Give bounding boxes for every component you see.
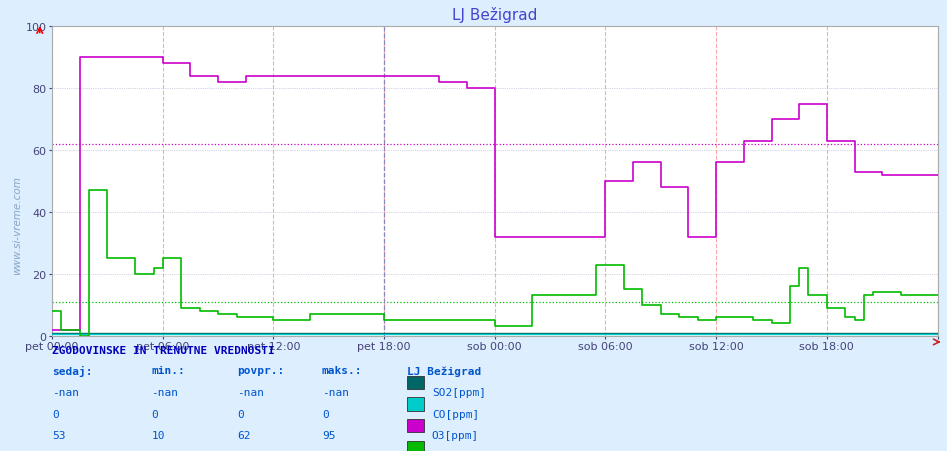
Text: LJ Bežigrad: LJ Bežigrad [407, 365, 481, 376]
Text: -nan: -nan [322, 387, 349, 397]
Text: 53: 53 [52, 430, 65, 440]
Text: maks.:: maks.: [322, 365, 363, 375]
Text: O3[ppm]: O3[ppm] [432, 430, 479, 440]
Text: 62: 62 [237, 430, 250, 440]
Text: -nan: -nan [237, 387, 264, 397]
Text: 10: 10 [152, 430, 165, 440]
Text: sedaj:: sedaj: [52, 365, 93, 376]
Text: 0: 0 [152, 409, 158, 419]
Text: www.si-vreme.com: www.si-vreme.com [12, 176, 22, 275]
Text: ZGODOVINSKE IN TRENUTNE VREDNOSTI: ZGODOVINSKE IN TRENUTNE VREDNOSTI [52, 345, 275, 355]
Text: -nan: -nan [52, 387, 80, 397]
Text: 95: 95 [322, 430, 335, 440]
Title: LJ Bežigrad: LJ Bežigrad [452, 7, 538, 23]
Text: min.:: min.: [152, 365, 186, 375]
Text: 0: 0 [237, 409, 243, 419]
Text: CO[ppm]: CO[ppm] [432, 409, 479, 419]
Text: povpr.:: povpr.: [237, 365, 284, 375]
Text: -nan: -nan [152, 387, 179, 397]
Text: SO2[ppm]: SO2[ppm] [432, 387, 486, 397]
Text: 0: 0 [52, 409, 59, 419]
Text: 0: 0 [322, 409, 329, 419]
